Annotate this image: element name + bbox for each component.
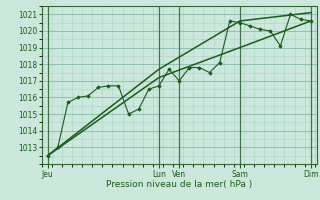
X-axis label: Pression niveau de la mer( hPa ): Pression niveau de la mer( hPa ): [106, 180, 252, 189]
